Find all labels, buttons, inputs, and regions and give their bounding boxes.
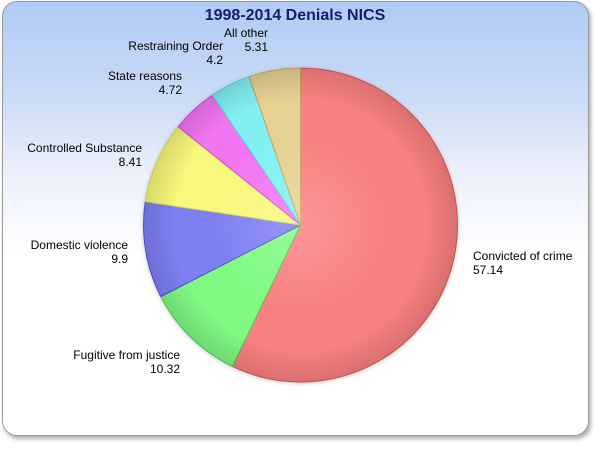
pie-label-state-reasons: State reasons 4.72 <box>108 69 182 97</box>
pie-label-fugitive-from-justice: Fugitive from justice 10.32 <box>73 348 180 376</box>
pie-label-value: 10.32 <box>149 362 180 376</box>
pie-label-value: 4.2 <box>206 53 223 67</box>
pie-label-restraining-order: Restraining Order 4.2 <box>128 39 223 67</box>
chart-title: 1998-2014 Denials NICS <box>204 7 386 24</box>
pie-label-domestic-violence: Domestic violence 9.9 <box>31 238 128 266</box>
pie-label-name: Domestic violence <box>30 238 128 252</box>
pie-label-convicted-of-crime: Convicted of crime 57.14 <box>473 249 572 277</box>
pie-label-controlled-substance: Controlled Substance 8.41 <box>27 141 142 169</box>
pie-label-all-other: All other 5.31 <box>224 26 268 54</box>
pie-label-name: Convicted of crime <box>473 249 573 263</box>
pie-label-name: Fugitive from justice <box>73 348 180 362</box>
pie-label-value: 57.14 <box>473 263 504 277</box>
pie-label-value: 8.41 <box>118 155 142 169</box>
pie-label-value: 4.72 <box>158 83 182 97</box>
pie-label-name: State reasons <box>107 69 182 83</box>
pie-label-value: 9.9 <box>111 252 128 266</box>
pie-label-value: 5.31 <box>244 40 268 54</box>
pie-label-name: Restraining Order <box>128 39 223 53</box>
pie-label-name: Controlled Substance <box>27 141 142 155</box>
pie-label-name: All other <box>223 26 268 40</box>
